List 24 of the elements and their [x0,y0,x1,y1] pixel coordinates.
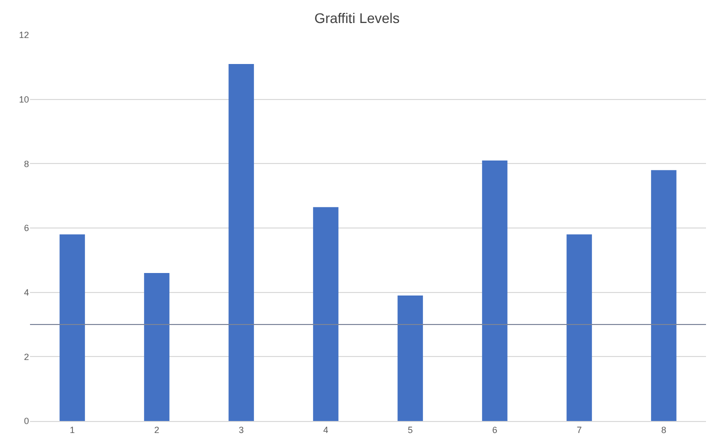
x-tick-label: 7 [576,424,582,435]
x-tick-label: 4 [323,424,328,435]
bar [144,273,170,421]
x-tick-label: 5 [408,424,413,435]
x-tick-label: 6 [492,424,498,435]
bar [60,234,85,421]
bar [482,160,508,421]
bar [651,170,676,421]
x-tick-label: 3 [238,424,244,435]
y-tick-label: 2 [24,352,29,362]
x-tick-label: 1 [70,424,75,435]
y-tick-label: 0 [24,416,29,426]
bar [228,64,254,421]
x-tick-label: 2 [154,424,160,435]
bar [313,207,338,421]
bar [566,234,592,421]
chart-title: Graffiti Levels [314,10,400,26]
y-tick-label: 12 [18,30,29,40]
x-tick-label: 8 [661,424,666,435]
y-tick-label: 10 [18,94,29,104]
y-tick-label: 4 [24,287,29,298]
bar [398,296,423,421]
y-tick-label: 6 [24,223,29,234]
y-tick-label: 8 [24,158,29,169]
